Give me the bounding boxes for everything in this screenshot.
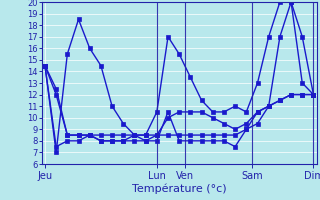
X-axis label: Température (°c): Température (°c) <box>132 184 227 194</box>
